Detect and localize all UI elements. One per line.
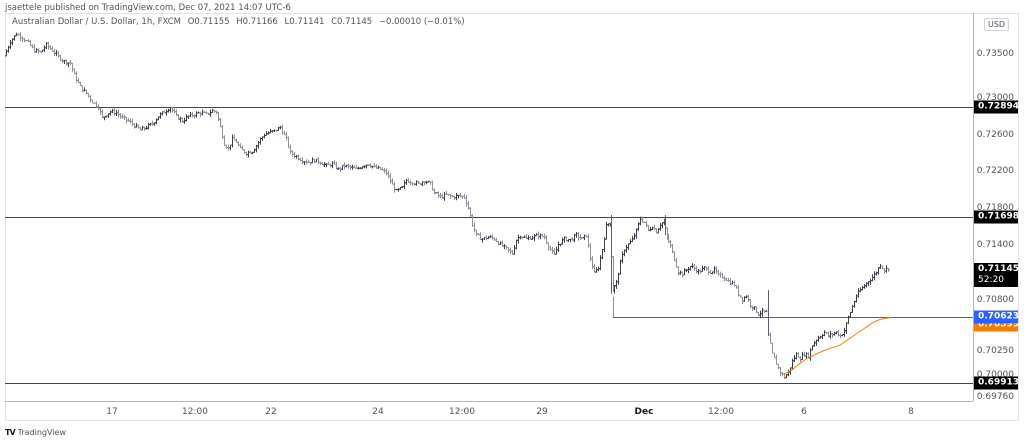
time-axis[interactable]: 17 12:00 22 24 12:00 29 Dec 12:00 6 8 bbox=[5, 401, 973, 422]
last-price-value: 0.71145 bbox=[978, 264, 1019, 274]
time-tick: 17 bbox=[106, 407, 118, 417]
price-tag: 0.69913 bbox=[974, 376, 1019, 390]
ohlc-low: L0.71141 bbox=[284, 17, 325, 27]
price-tick: 0.71400 bbox=[976, 240, 1014, 250]
price-tick: 0.73500 bbox=[976, 49, 1014, 59]
price-tick: 0.69760 bbox=[976, 392, 1014, 402]
horizontal-levels bbox=[5, 107, 973, 384]
ohlc-change: −0.00010 (−0.01%) bbox=[378, 17, 465, 27]
ohlc-bars bbox=[5, 31, 890, 379]
price-tick: 0.72200 bbox=[976, 166, 1014, 176]
time-tick: 12:00 bbox=[708, 407, 734, 417]
time-tick: 22 bbox=[265, 407, 277, 417]
bar-countdown: 52:20 bbox=[978, 275, 1004, 285]
price-tick: 0.73000 bbox=[976, 93, 1014, 103]
tradingview-logo-icon: TV bbox=[5, 428, 16, 437]
price-tag: 0.71698 bbox=[974, 210, 1019, 224]
ohlc-close: C0.71145 bbox=[331, 17, 373, 27]
price-tick: 0.71800 bbox=[976, 203, 1014, 213]
tradingview-logo-text: TradingView bbox=[17, 428, 66, 437]
price-tag: 0.72894 bbox=[974, 100, 1019, 114]
time-tick: Dec bbox=[634, 407, 654, 417]
price-axis[interactable]: 0.73500 0.73000 0.72600 0.72200 0.71800 0.714… bbox=[973, 13, 1020, 402]
time-tick: 12:00 bbox=[449, 407, 475, 417]
time-tick: 29 bbox=[536, 407, 548, 417]
price-tick: 0.70000 bbox=[976, 370, 1014, 380]
symbol-legend: Australian Dollar / U.S. Dollar, 1h, FXC… bbox=[12, 17, 469, 27]
time-tick: 8 bbox=[908, 407, 914, 417]
currency-badge[interactable]: USD bbox=[984, 18, 1010, 31]
price-tag: 0.71145 52:20 bbox=[974, 263, 1019, 287]
ohlc-high: H0.71166 bbox=[236, 17, 278, 27]
tradingview-logo[interactable]: TV TradingView bbox=[5, 428, 66, 437]
time-tick: 6 bbox=[801, 407, 807, 417]
price-tick: 0.72600 bbox=[976, 130, 1014, 140]
price-tick: 0.70800 bbox=[976, 295, 1014, 305]
price-tag: 0.70623 bbox=[974, 310, 1019, 324]
publisher-caption: jsaettele published on TradingView.com, … bbox=[5, 3, 291, 13]
ohlc-open: O0.71155 bbox=[187, 17, 230, 27]
symbol-name: Australian Dollar / U.S. Dollar, 1h, FXC… bbox=[12, 17, 181, 27]
moving-average-line bbox=[783, 317, 891, 375]
time-tick: 12:00 bbox=[182, 407, 208, 417]
time-tick: 24 bbox=[372, 407, 384, 417]
price-tick: 0.70250 bbox=[976, 346, 1014, 356]
